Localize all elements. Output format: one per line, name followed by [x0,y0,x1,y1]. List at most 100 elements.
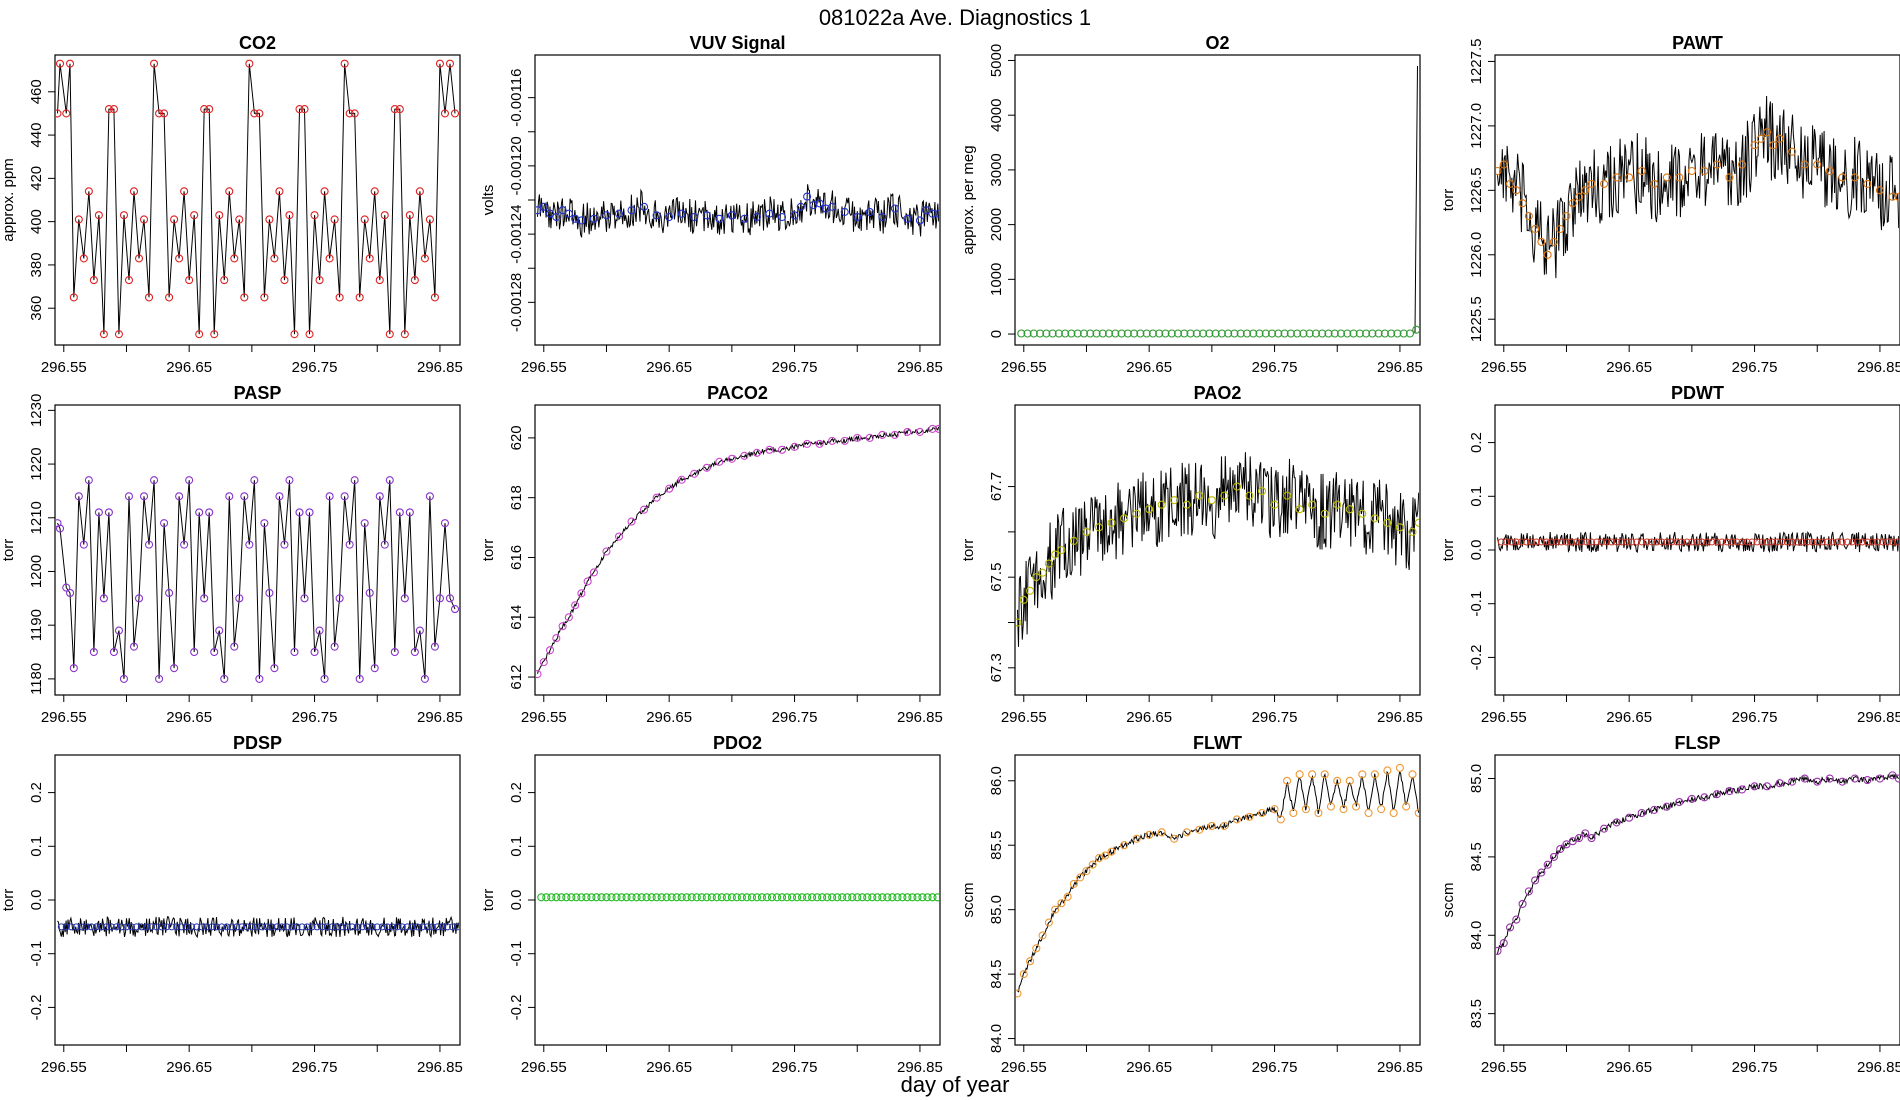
data-point [1123,329,1132,338]
plot-area [1016,452,1419,647]
data-point [1756,134,1765,143]
data-point [210,647,219,657]
plot-area [536,424,939,679]
data-point [258,923,266,931]
data-point [420,674,429,683]
data-point [117,923,125,931]
data-point [1042,329,1051,338]
data-point [270,254,279,263]
y-axis-label: torr [480,889,497,912]
data-point [1608,538,1616,546]
series-line-flsp [1497,773,1899,954]
data-point [571,601,580,610]
panel-title: O2 [1205,33,1229,53]
data-point [536,206,542,215]
data-point [1712,790,1721,799]
y-tick-label: 4000 [988,99,1005,132]
x-tick-label: 296.65 [1606,1059,1652,1076]
data-point [772,893,782,902]
data-point [355,293,364,302]
data-point [183,923,191,931]
data-point [1098,329,1107,338]
data-point [1549,852,1558,861]
y-axis-label: approx. per meg [960,145,977,254]
data-point [293,923,301,931]
data-point [1668,538,1676,546]
data-point [622,893,631,902]
data-point [300,594,309,603]
data-point [777,893,787,902]
y-tick-label: -0.00120 [508,136,525,195]
data-point [74,215,83,224]
plot-area [1497,530,1899,554]
data-point [1094,523,1104,532]
data-point [1207,821,1216,830]
data-point [323,923,331,931]
data-point [1261,329,1270,338]
data-point [542,893,551,902]
y-tick-label: 2000 [988,208,1005,241]
data-point [853,433,862,442]
data-point [1763,538,1771,546]
x-tick-label: 296.75 [1252,709,1298,726]
x-tick-label: 296.55 [521,709,567,726]
data-point [1402,802,1411,811]
data-point [1082,527,1091,536]
data-point [423,923,431,931]
y-tick-label: 1226.5 [1468,167,1485,213]
data-point [1182,828,1191,837]
y-tick-label: -0.00116 [508,69,525,127]
data-point [1502,538,1510,546]
data-point [1019,970,1028,979]
data-point [657,893,666,902]
data-point [250,109,259,118]
data-point [180,540,189,549]
y-tick-label: 614 [508,605,525,630]
data-point [82,923,90,931]
data-point [398,923,406,931]
data-point [310,211,319,220]
data-point [1130,329,1139,338]
data-point [1107,847,1116,856]
data-point [290,647,299,657]
data-point [1683,538,1691,546]
data-point [1875,774,1884,783]
x-tick-label: 296.65 [646,359,692,376]
data-point [1505,179,1515,188]
data-point [410,647,419,657]
data-point [127,923,135,931]
data-point [1773,538,1781,546]
series-line-pao2 [1017,452,1419,647]
data-point [1574,834,1584,843]
data-point [1688,538,1696,546]
data-point [1793,538,1801,546]
data-point [245,59,254,68]
data-point [235,594,244,603]
data-point [853,893,862,902]
data-point [1224,329,1233,338]
data-point [918,893,927,902]
y-tick-label: 85.0 [988,895,1005,924]
x-tick-label: 296.55 [1001,1059,1047,1076]
data-point [168,923,176,931]
data-point [220,674,229,683]
data-point [87,923,95,931]
data-point [200,594,209,603]
series-line-flwt [1017,770,1419,993]
plot-frame [54,754,461,1046]
x-tick-label: 296.65 [166,359,212,376]
data-point [1687,166,1696,176]
data-point [558,206,567,215]
data-point [440,519,450,528]
data-point [263,923,271,931]
data-point [803,192,812,201]
data-point [89,276,98,285]
data-point [1345,505,1354,514]
data-point [228,923,236,931]
data-point [405,508,414,517]
data-point [340,59,349,68]
data-point [893,893,902,902]
data-point [1712,160,1721,169]
data-point [56,59,65,68]
data-point [104,508,113,517]
